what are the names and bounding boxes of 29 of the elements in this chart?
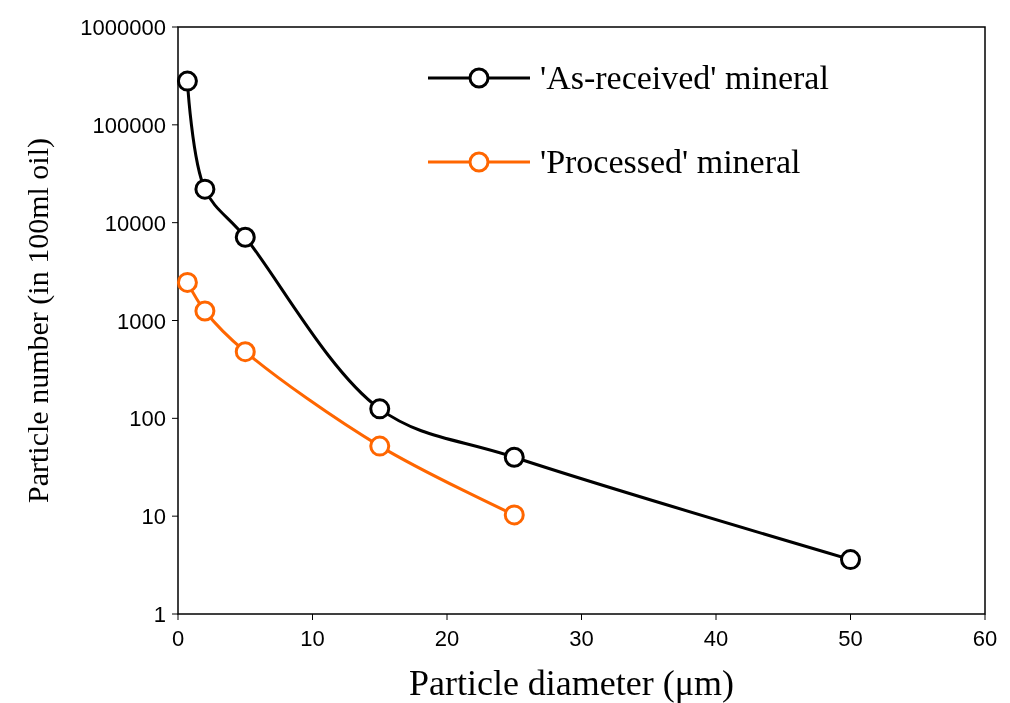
y-tick-label: 1000000 [80, 15, 166, 40]
x-tick-label: 0 [171, 626, 185, 651]
x-tick-label: 10 [300, 626, 325, 651]
point [194, 300, 216, 322]
y-tick-label: 100000 [92, 112, 166, 138]
y-tick-label: 1000 [117, 308, 166, 334]
point [234, 341, 256, 363]
x-tick-label: 50 [838, 626, 863, 651]
point [194, 178, 216, 200]
point [176, 70, 198, 92]
point [369, 435, 391, 457]
x-tick-label: 60 [972, 626, 998, 651]
point [369, 398, 391, 420]
x-tick-label: 20 [434, 626, 460, 651]
x-tick-label: 40 [703, 626, 729, 651]
x-tick-label: 30 [569, 626, 594, 651]
point [176, 271, 198, 293]
point [840, 549, 861, 571]
point [234, 226, 256, 248]
x-axis-title: Particle diameter (μm) [408, 663, 735, 703]
legend-label: 'As-received' mineral [540, 59, 829, 96]
y-tick-label: 100 [129, 406, 166, 432]
y-tick-label: 10 [141, 504, 166, 530]
y-axis-title: Particle number (in 100ml oil) [21, 138, 55, 503]
point [503, 504, 525, 526]
point [503, 446, 525, 468]
legend-label: 'Processed' mineral [540, 143, 801, 180]
y-tick-label: 10000 [104, 210, 166, 236]
y-tick-label: 1 [153, 602, 166, 627]
